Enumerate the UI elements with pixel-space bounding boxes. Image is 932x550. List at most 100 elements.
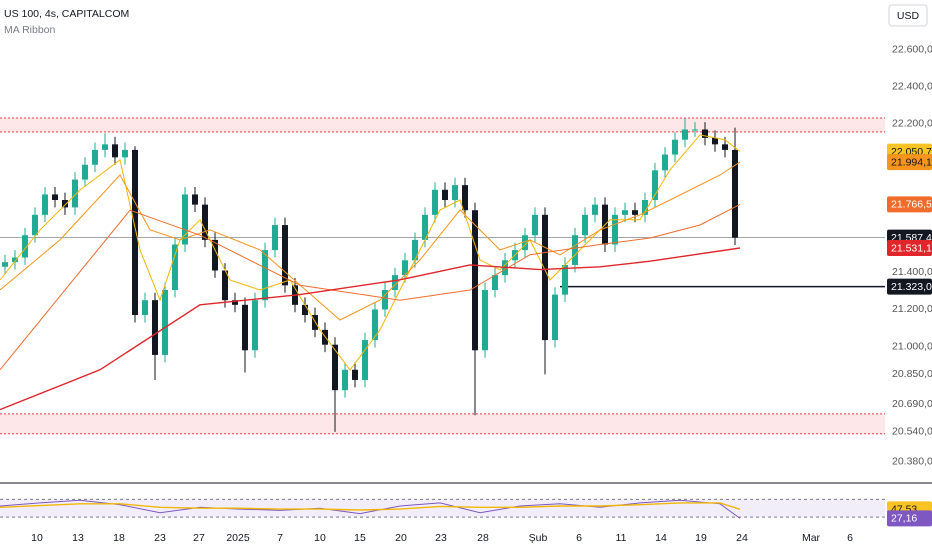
price-label: 21.994,1 bbox=[891, 156, 932, 168]
x-tick-label: 2025 bbox=[226, 532, 250, 544]
candle-body bbox=[282, 225, 288, 286]
candle-body bbox=[552, 294, 558, 341]
x-tick-label: 7 bbox=[277, 532, 283, 544]
price-label: 21.323,0 bbox=[891, 281, 932, 293]
candle-body bbox=[412, 239, 418, 261]
candle-body bbox=[662, 154, 668, 171]
price-label-box bbox=[887, 196, 932, 213]
currency-button-label[interactable]: USD bbox=[897, 10, 920, 22]
candle-body bbox=[422, 214, 428, 240]
candle-body bbox=[462, 185, 468, 211]
candle-body bbox=[712, 137, 718, 145]
candle-body bbox=[612, 214, 618, 245]
ma-line bbox=[0, 502, 741, 511]
y-tick-label: 22.600,0 bbox=[892, 44, 932, 56]
candle-body bbox=[122, 149, 128, 158]
candle-body bbox=[352, 369, 358, 380]
chart-title: US 100, 4s, CAPITALCOM bbox=[4, 8, 129, 20]
candle-body bbox=[402, 260, 408, 276]
candle-body bbox=[182, 194, 188, 245]
candle-body bbox=[152, 300, 158, 355]
candle-body bbox=[732, 149, 738, 238]
x-tick-label: 27 bbox=[193, 532, 205, 544]
candle-body bbox=[372, 309, 378, 341]
candle-body bbox=[222, 270, 228, 301]
y-tick-label: 20.850,0 bbox=[892, 368, 932, 380]
candle-body bbox=[112, 144, 118, 158]
candle-body bbox=[22, 235, 28, 258]
price-label: 27,16 bbox=[891, 513, 917, 525]
x-tick-label: 19 bbox=[695, 532, 707, 544]
candle-body bbox=[382, 289, 388, 310]
candle-body bbox=[272, 225, 278, 251]
x-tick-label: 10 bbox=[31, 532, 43, 544]
candle-body bbox=[432, 189, 438, 215]
candle-body bbox=[202, 204, 208, 240]
x-tick-label: 20 bbox=[395, 532, 407, 544]
candle-body bbox=[492, 275, 498, 290]
x-tick-label: 23 bbox=[435, 532, 447, 544]
currency-button[interactable] bbox=[888, 4, 928, 27]
candle-body bbox=[332, 344, 338, 391]
candle-body bbox=[702, 129, 708, 138]
candle-body bbox=[142, 300, 148, 316]
x-tick-label: 18 bbox=[113, 532, 125, 544]
candle-body bbox=[472, 210, 478, 351]
x-tick-label: 14 bbox=[655, 532, 667, 544]
price-label-box bbox=[887, 278, 932, 295]
candle-body bbox=[342, 369, 348, 391]
x-tick-label: Mar bbox=[802, 532, 821, 544]
candle-body bbox=[232, 300, 238, 305]
x-tick-label: 10 bbox=[314, 532, 326, 544]
candle-body bbox=[72, 179, 78, 208]
candle-body bbox=[102, 144, 108, 150]
candle-body bbox=[392, 275, 398, 290]
y-tick-label: 21.000,0 bbox=[892, 340, 932, 352]
candle-body bbox=[252, 300, 258, 351]
price-label-box bbox=[887, 240, 932, 257]
x-tick-label: 6 bbox=[847, 532, 853, 544]
candle-body bbox=[722, 144, 728, 150]
candle-body bbox=[482, 289, 488, 351]
candle-body bbox=[262, 250, 268, 301]
y-tick-label: 20.380,0 bbox=[892, 455, 932, 467]
x-tick-label: 6 bbox=[576, 532, 582, 544]
x-tick-label: Şub bbox=[529, 532, 548, 544]
candle-body bbox=[162, 289, 168, 355]
price-label-box bbox=[887, 154, 932, 171]
y-tick-label: 20.690,0 bbox=[892, 398, 932, 410]
y-tick-label: 21.200,0 bbox=[892, 303, 932, 315]
zone bbox=[0, 117, 885, 132]
zone bbox=[0, 413, 885, 434]
price-label: 21.531,1 bbox=[891, 242, 932, 254]
candle-body bbox=[692, 129, 698, 131]
candle-body bbox=[672, 139, 678, 155]
y-tick-label: 22.400,0 bbox=[892, 81, 932, 93]
y-tick-label: 22.200,0 bbox=[892, 118, 932, 130]
candle-body bbox=[532, 214, 538, 236]
candle-body bbox=[652, 170, 658, 200]
candle-body bbox=[572, 235, 578, 265]
indicator-name: MA Ribbon bbox=[4, 24, 56, 36]
ma-line bbox=[0, 203, 741, 371]
candle-body bbox=[172, 244, 178, 290]
candle-body bbox=[542, 214, 548, 341]
candle-body bbox=[132, 149, 138, 316]
candle-body bbox=[592, 204, 598, 215]
x-tick-label: 11 bbox=[616, 532, 627, 544]
y-tick-label: 20.540,0 bbox=[892, 426, 932, 438]
candle-body bbox=[92, 149, 98, 165]
plot-layer: 22.600,0 22.400,0 22.200,0 21.400,0 21.200,0… bbox=[0, 44, 932, 544]
candle-body bbox=[682, 129, 688, 140]
candle-body bbox=[42, 194, 48, 215]
x-tick-label: 23 bbox=[154, 532, 166, 544]
x-tick-label: 15 bbox=[354, 532, 366, 544]
candle-body bbox=[442, 189, 448, 200]
candle-body bbox=[362, 340, 368, 380]
candle-body bbox=[32, 214, 38, 236]
candle-body bbox=[562, 264, 568, 295]
candle-body bbox=[12, 257, 18, 263]
